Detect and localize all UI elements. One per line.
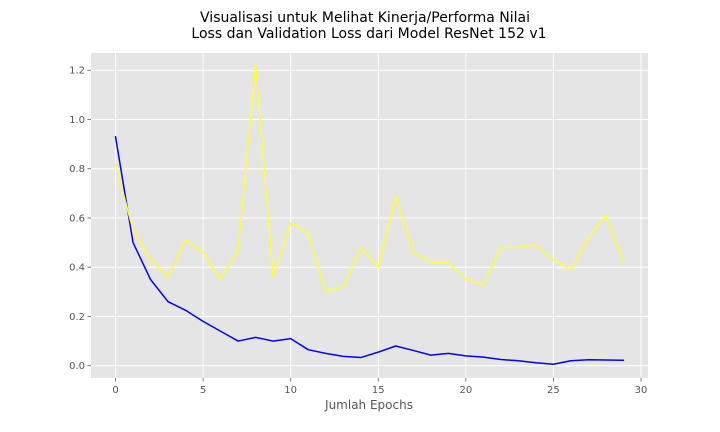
series-line-yellow bbox=[114, 64, 625, 293]
chart-title-line-1: Visualisasi untuk Melihat Kinerja/Perfor… bbox=[200, 10, 530, 26]
x-tick-label: 30 bbox=[635, 385, 648, 396]
x-tick-label: 20 bbox=[459, 385, 472, 396]
x-tick-label: 5 bbox=[200, 385, 206, 396]
y-tick-label: 0.8 bbox=[69, 164, 85, 175]
y-tick-label: 1.2 bbox=[69, 66, 85, 77]
tick-labels: 0 5 10 15 20 25 30 0.0 0.2 0.4 0.6 0.8 1.0 1.2 bbox=[69, 66, 647, 396]
x-tick-label: 15 bbox=[372, 385, 385, 396]
chart-title-line-2: Loss dan Validation Loss dari Model ResN… bbox=[191, 26, 546, 42]
x-tick-label: 0 bbox=[112, 385, 118, 396]
x-tick-label: 25 bbox=[547, 385, 560, 396]
plot-area bbox=[91, 53, 648, 378]
y-tick-label: 1.0 bbox=[69, 115, 85, 126]
series-lines bbox=[114, 64, 625, 365]
y-tick-label: 0.4 bbox=[69, 263, 85, 274]
x-axis-label: Jumlah Epochs bbox=[324, 398, 413, 412]
series-line-blue bbox=[114, 135, 625, 365]
y-tick-label: 0.6 bbox=[69, 213, 85, 224]
x-tick-label: 10 bbox=[284, 385, 297, 396]
grid-lines bbox=[91, 53, 648, 378]
y-tick-label: 0.2 bbox=[69, 312, 85, 323]
y-tick-label: 0.0 bbox=[69, 361, 85, 372]
